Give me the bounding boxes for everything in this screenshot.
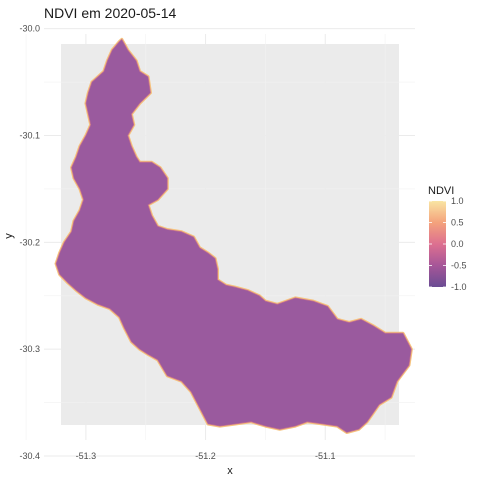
y-tick-label: -30.0	[19, 24, 40, 34]
legend-tick-label: -0.5	[451, 261, 467, 271]
x-axis-label: x	[227, 465, 233, 477]
legend-tick-label: 1.0	[451, 196, 464, 206]
y-tick-label: -30.2	[19, 237, 40, 247]
legend: NDVI 1.0 0.5 0.0 -0.5 -1.0	[428, 185, 467, 292]
legend-colorbar	[429, 201, 446, 287]
legend-tick-label: 0.0	[451, 239, 464, 249]
y-tick-label: -30.4	[19, 451, 40, 461]
legend-title: NDVI	[428, 185, 454, 197]
legend-ticks: 1.0 0.5 0.0 -0.5 -1.0	[429, 196, 467, 292]
x-tick-label: -51.1	[315, 451, 336, 461]
chart-title: NDVI em 2020-05-14	[44, 5, 177, 21]
ndvi-region	[55, 38, 412, 433]
legend-tick-label: -1.0	[451, 282, 467, 292]
y-axis-ticks: -30.0 -30.1 -30.2 -30.3 -30.4	[19, 24, 40, 461]
legend-tick-label: 0.5	[451, 218, 464, 228]
y-tick-label: -30.3	[19, 344, 40, 354]
x-axis-ticks: -51.3 -51.2 -51.1	[76, 451, 336, 461]
y-axis-label: y	[3, 233, 15, 239]
x-tick-label: -51.3	[76, 451, 97, 461]
y-tick-label: -30.1	[19, 131, 40, 141]
x-tick-label: -51.2	[195, 451, 216, 461]
